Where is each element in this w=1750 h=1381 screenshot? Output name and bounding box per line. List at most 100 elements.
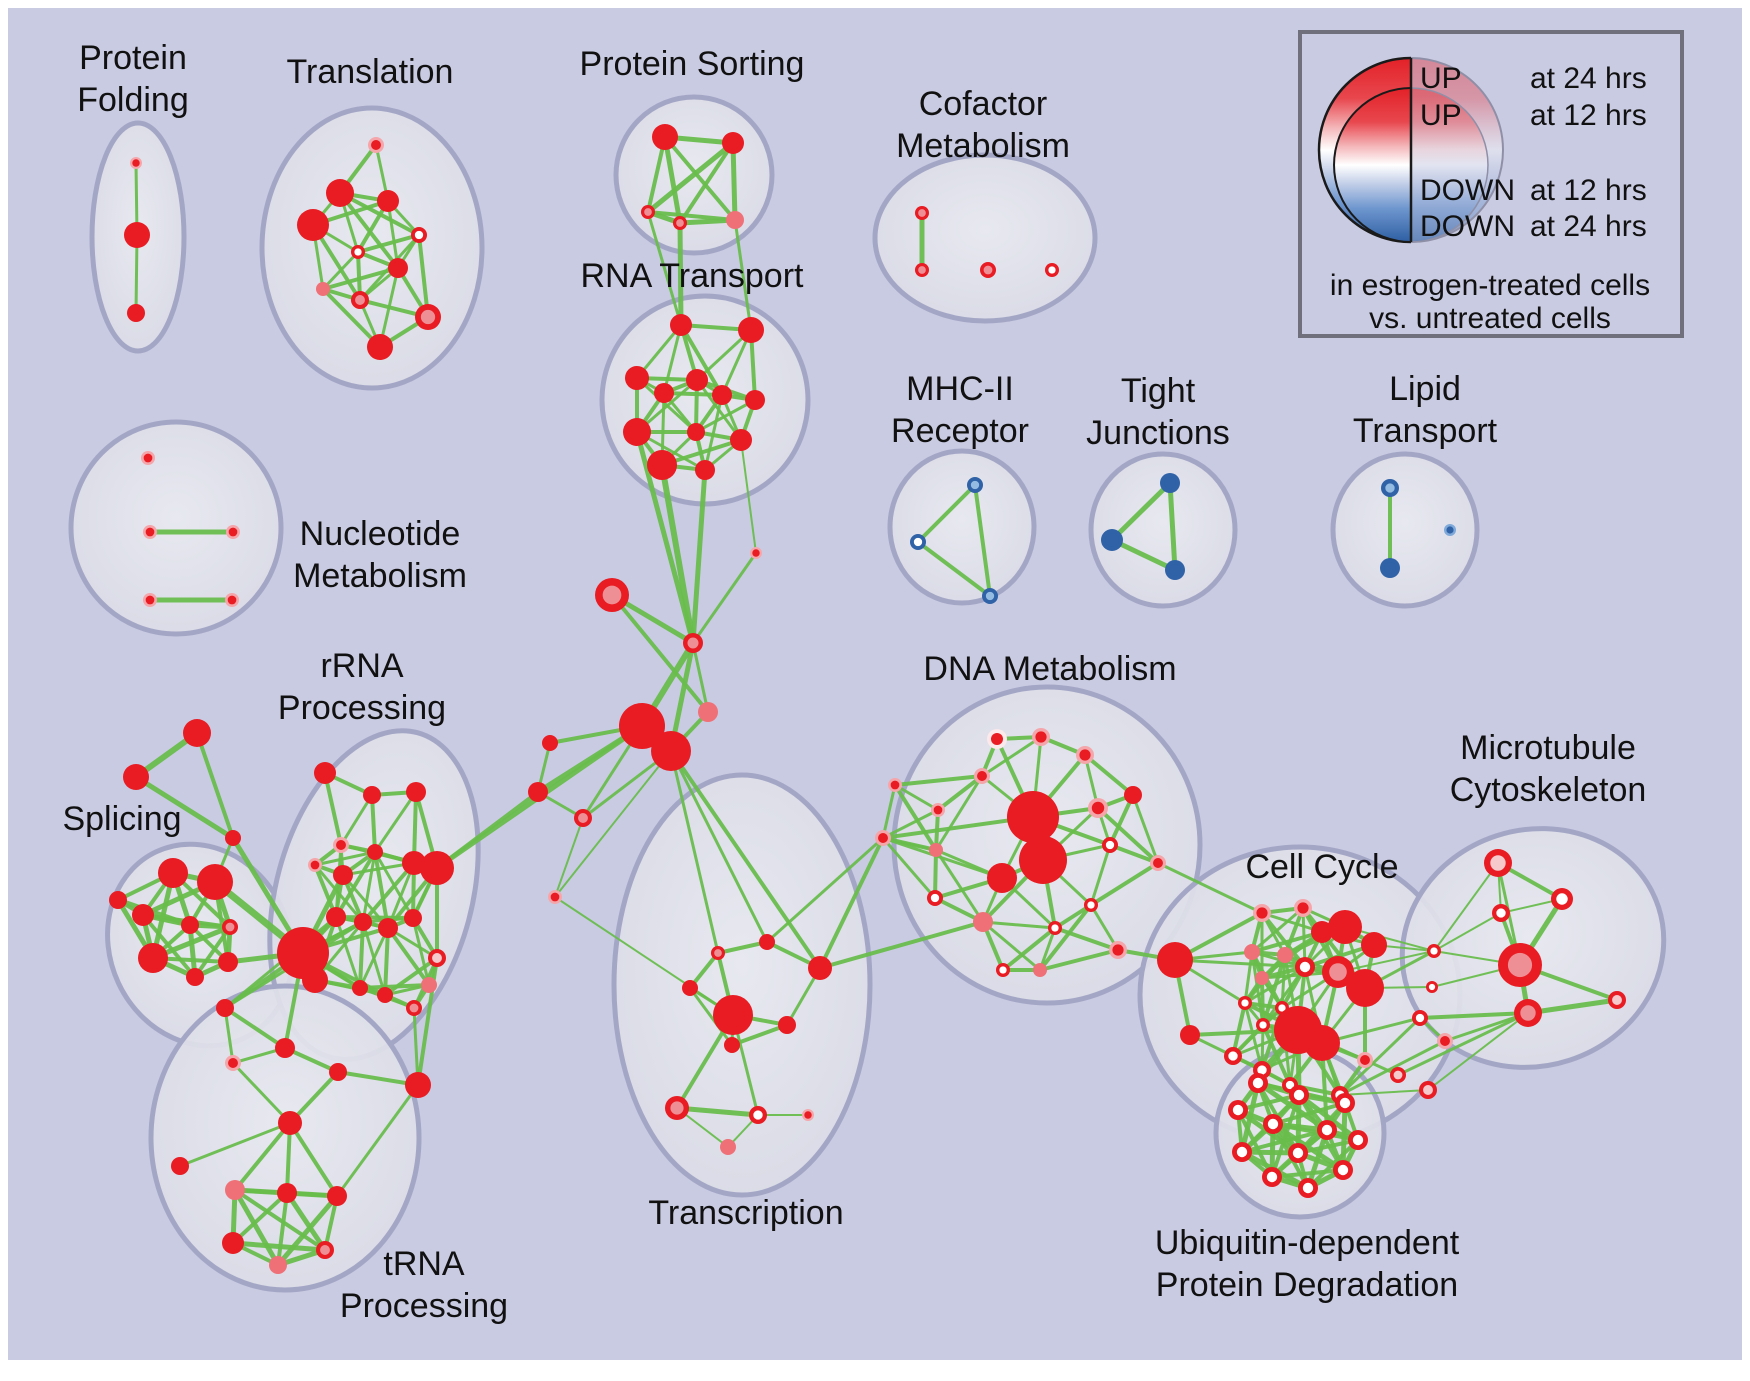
legend-row-up24-label: UP	[1420, 62, 1462, 95]
network-node-tx1	[683, 633, 703, 653]
network-node-d19	[996, 963, 1010, 977]
network-node-t5	[411, 227, 427, 243]
network-node-tx4	[698, 702, 718, 722]
network-edge	[679, 323, 724, 397]
legend-caption-line1: in estrogen-treated cells	[1330, 269, 1650, 302]
network-edge	[1271, 1101, 1347, 1126]
node-core	[1127, 789, 1139, 801]
network-node-k8	[1295, 957, 1315, 977]
node-core	[1169, 564, 1181, 576]
node-core	[1423, 1085, 1433, 1095]
network-node-rb4	[329, 1063, 347, 1081]
node-core	[128, 769, 144, 785]
node-core	[933, 805, 943, 815]
network-node-tn5	[225, 1180, 245, 1200]
cluster-label-nucleotide-metabolism: Nucleotide	[300, 515, 461, 553]
node-core	[1393, 1070, 1403, 1080]
network-node-mc7	[1412, 1010, 1428, 1026]
network-node-rt9	[687, 423, 705, 441]
node-core	[372, 339, 388, 355]
network-edge	[1236, 1093, 1301, 1112]
node-core	[659, 739, 683, 763]
node-core	[189, 971, 201, 983]
node-core	[1556, 893, 1568, 905]
cluster-label-nucleotide-metabolism: Metabolism	[293, 557, 467, 595]
network-node-u12	[1333, 1160, 1353, 1180]
node-core	[145, 595, 155, 605]
cluster-ellipse-nucleotide-metabolism	[68, 419, 284, 637]
node-core	[424, 980, 434, 990]
network-edge	[1109, 537, 1178, 573]
network-edge	[669, 749, 769, 944]
network-node-hub1	[619, 703, 665, 749]
cluster-ellipse-transcription	[611, 772, 873, 1198]
network-node-d12	[987, 863, 1017, 893]
network-node-rb1	[216, 999, 234, 1017]
network-node-m3	[982, 588, 998, 604]
network-node-r6	[333, 865, 353, 885]
network-node-tx16	[665, 1096, 689, 1120]
network-node-mc2	[1551, 888, 1573, 910]
network-edge	[284, 1190, 328, 1253]
network-edge	[276, 1191, 289, 1267]
network-node-s3	[641, 205, 655, 219]
legend-box: UP at 24 hrs UP at 12 hrs DOWN at 12 hrs…	[1298, 30, 1684, 338]
network-edge	[1001, 926, 1057, 972]
network-node-k10	[1346, 969, 1384, 1007]
node-core	[1612, 995, 1622, 1005]
network-node-tx12	[808, 956, 832, 980]
network-edge	[662, 323, 683, 395]
network-node-tx17	[749, 1106, 767, 1124]
network-node-l2	[1380, 558, 1400, 578]
network-edge	[1427, 1012, 1529, 1091]
network-edge	[417, 233, 430, 319]
network-node-d22	[1157, 942, 1193, 978]
network-edge	[1038, 926, 1057, 972]
network-node-k9	[1322, 956, 1354, 988]
network-edge	[1240, 1128, 1329, 1154]
network-node-sp4	[181, 916, 199, 934]
network-edge	[936, 774, 984, 812]
network-node-tn6	[277, 1183, 297, 1203]
node-core	[144, 949, 162, 967]
network-edge	[223, 1006, 287, 1050]
network-node-tx14	[778, 1016, 796, 1034]
network-edge	[1433, 912, 1502, 952]
network-node-d14	[1150, 855, 1166, 871]
network-edge	[893, 783, 938, 852]
network-edge	[933, 848, 938, 900]
network-edge	[1038, 948, 1120, 972]
network-edge	[1173, 958, 1307, 969]
network-edge	[358, 926, 390, 990]
network-node-k6	[1244, 944, 1260, 960]
node-core	[318, 284, 328, 294]
network-edge	[1337, 950, 1435, 973]
network-edge	[703, 393, 724, 472]
network-edge	[554, 896, 734, 1016]
node-core	[644, 208, 652, 216]
network-node-t11	[367, 334, 393, 360]
network-node-rt5	[654, 383, 674, 403]
node-core	[687, 637, 699, 649]
node-core	[282, 1115, 298, 1131]
network-edge	[691, 641, 710, 714]
node-core	[690, 373, 704, 387]
network-edge	[881, 808, 940, 840]
network-node-d15	[927, 890, 943, 906]
network-node-s1	[652, 124, 678, 150]
node-core	[1280, 950, 1290, 960]
network-edge	[662, 134, 683, 226]
network-edge	[195, 731, 235, 840]
node-core	[1035, 731, 1047, 743]
node-core	[1293, 1089, 1305, 1101]
network-edge	[373, 790, 418, 854]
network-edge	[678, 141, 735, 225]
node-core	[804, 1111, 812, 1119]
cluster-ellipse-mhc-ii-receptor	[887, 448, 1037, 606]
cluster-label-transcription: Transcription	[648, 1194, 843, 1232]
node-core	[578, 813, 588, 823]
cluster-label-cell-cycle: Cell Cycle	[1245, 848, 1398, 886]
network-edge	[893, 774, 984, 787]
network-edge	[893, 783, 940, 812]
network-edge	[223, 1006, 235, 1065]
